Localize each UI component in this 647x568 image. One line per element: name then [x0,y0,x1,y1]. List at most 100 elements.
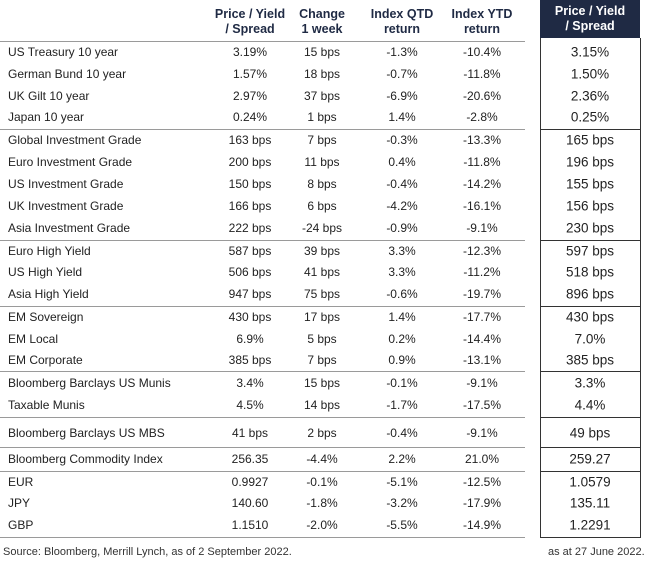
row-label: UK Gilt 10 year [8,89,90,103]
cell: -3.2% [386,496,418,510]
side-cell: 259.27 [569,451,611,467]
cell: -10.4% [462,45,502,59]
side-note: as at 27 June 2022. [548,546,645,558]
header-line: Price / Yield [214,7,286,21]
side-rule [540,447,640,448]
side-rule [540,240,640,241]
cell: 200 bps [228,155,272,169]
cell: -14.4% [462,332,502,346]
cell: 41 bps [303,265,341,279]
header-line: Price / Yield [554,4,626,18]
header-rule [0,41,525,42]
cell: 1.1510 [231,518,269,532]
side-cell: 1.2291 [569,517,611,533]
cell: 256.35 [231,452,269,466]
cell: -12.5% [462,475,502,489]
side-cell: 430 bps [565,309,615,325]
cell: 0.9927 [231,475,269,489]
cell: 3.3% [388,244,416,258]
side-cell: 49 bps [569,425,611,441]
cell: 37 bps [303,89,341,103]
side-cell: 597 bps [565,243,615,259]
cell: -17.5% [462,398,502,412]
cell: 17 bps [303,310,341,324]
side-cell: 1.0579 [569,474,611,490]
cell: -13.3% [462,133,502,147]
side-cell: 196 bps [565,154,615,170]
cell: 3.3% [388,265,416,279]
row-label: Bloomberg Commodity Index [8,452,163,466]
row-label: Asia High Yield [8,287,89,301]
cell: 2 bps [307,426,337,440]
row-label: EUR [8,475,34,489]
group-rule [0,471,525,472]
row-label: JPY [8,496,31,510]
cell: -20.6% [462,89,502,103]
cell: -9.1% [466,426,498,440]
cell: -14.2% [462,177,502,191]
cell: 2.2% [388,452,416,466]
cell: 1 bps [307,110,337,124]
header-line: return [463,22,501,36]
header-line: Index QTD [370,7,434,21]
cell: 0.4% [388,155,416,169]
side-cell: 135.11 [569,495,611,511]
cell: -11.8% [463,67,501,81]
cell: 14 bps [303,398,341,412]
cell: 430 bps [228,310,272,324]
group-rule [0,240,525,241]
group-rule [0,447,525,448]
cell: 1.57% [232,67,268,81]
cell: -2.0% [306,518,338,532]
cell: -14.9% [462,518,502,532]
row-label: Euro High Yield [8,244,91,258]
cell: -0.1% [386,376,418,390]
cell: 8 bps [307,177,337,191]
row-label: Taxable Munis [8,398,85,412]
row-label: UK Investment Grade [8,199,124,213]
row-label: EM Corporate [8,353,83,367]
cell: -4.4% [306,452,338,466]
cell: -16.1% [462,199,502,213]
cell: -0.3% [386,133,418,147]
side-cell: 3.3% [574,375,606,391]
cell: 385 bps [228,353,272,367]
cell: 166 bps [228,199,272,213]
cell: -6.9% [386,89,418,103]
cell: -11.8% [463,155,501,169]
cell: 39 bps [303,244,341,258]
cell: -17.7% [462,310,502,324]
cell: -19.7% [462,287,502,301]
cell: 1.4% [388,110,416,124]
header-line: Index YTD [451,7,513,21]
cell: 75 bps [303,287,341,301]
group-rule [0,371,525,372]
cell: 0.2% [388,332,416,346]
cell: 163 bps [228,133,272,147]
cell: -12.3% [462,244,502,258]
cell: 15 bps [303,376,341,390]
side-rule [540,537,640,538]
side-rule [540,471,640,472]
cell: 41 bps [231,426,269,440]
cell: 6 bps [307,199,337,213]
side-cell: 0.25% [570,109,610,125]
side-cell: 3.15% [570,44,610,60]
side-cell: 1.50% [570,66,610,82]
group-rule [0,129,525,130]
column-header: Price / Yield / Spread [205,7,295,37]
cell: 1.4% [388,310,416,324]
header-line: Change [299,7,345,21]
row-label: Euro Investment Grade [8,155,133,169]
cell: 4.5% [236,398,264,412]
side-cell: 4.4% [574,397,606,413]
side-cell: 156 bps [565,198,615,214]
side-cell: 155 bps [565,176,615,192]
cell: -0.9% [386,221,418,235]
cell: 7 bps [307,133,337,147]
column-header: Index YTD return [437,7,527,37]
column-header: Change 1 week [277,7,367,37]
cell: 18 bps [303,67,341,81]
row-label: GBP [8,518,34,532]
cell: 15 bps [303,45,341,59]
